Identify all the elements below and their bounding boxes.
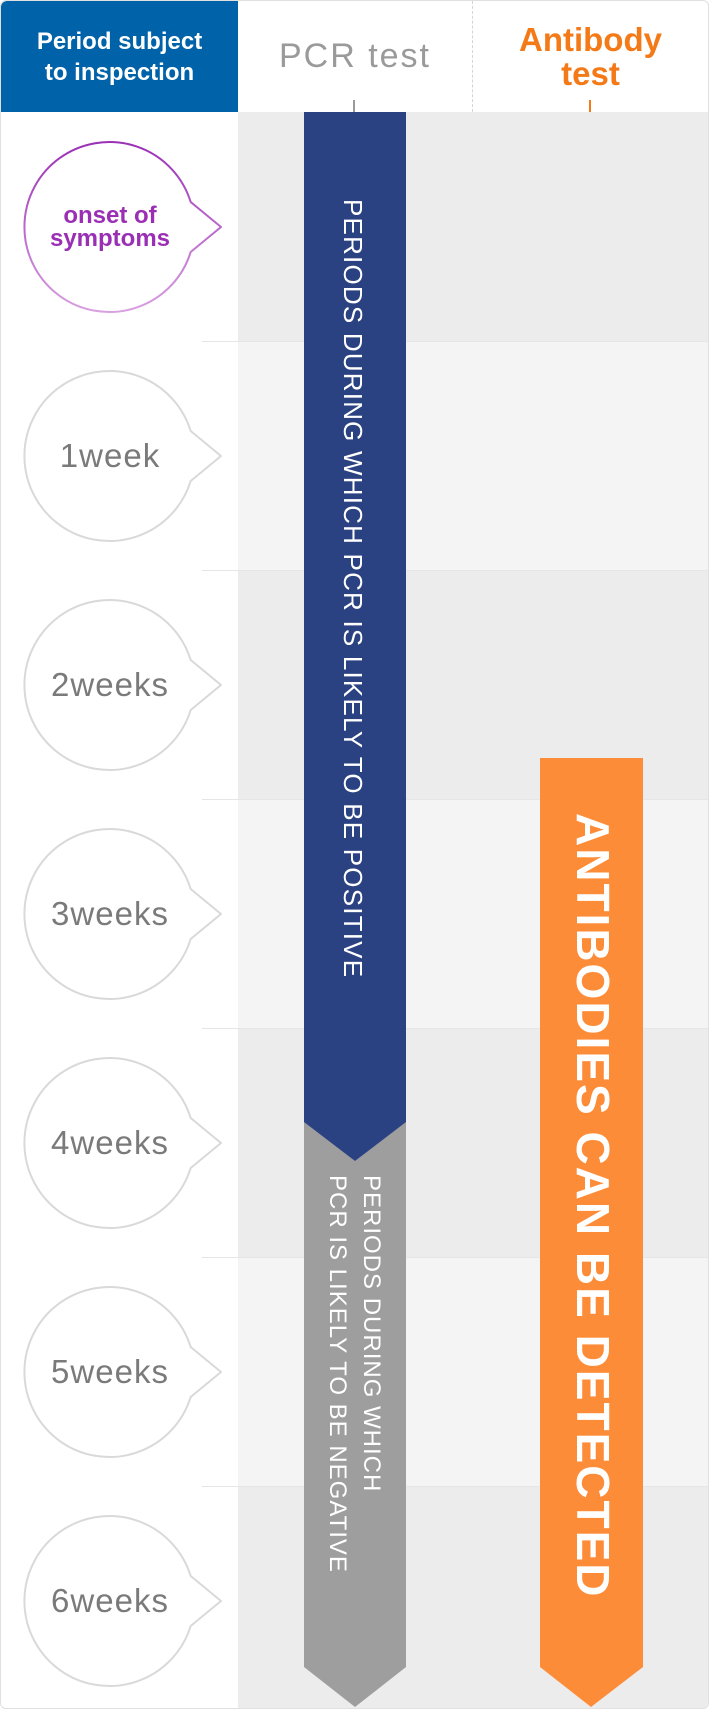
header-period-label: Period subject to inspection: [36, 27, 203, 86]
period-bubble-6weeks: 6weeks: [23, 1515, 222, 1687]
period-bubble-1week: 1week: [23, 370, 222, 542]
period-bubble-onset: onset of symptoms: [23, 141, 222, 313]
speech-bubble-icon: [23, 1057, 222, 1229]
period-label: 3weeks: [51, 895, 169, 932]
speech-bubble-icon: [23, 141, 222, 313]
period-bubble-2weeks: 2weeks: [23, 599, 222, 771]
pcr-negative-bar: [304, 1120, 406, 1707]
pcr-negative-label-line2: PCR IS LIKELY TO BE NEGATIVE: [324, 1175, 351, 1573]
speech-bubble-icon: [23, 828, 222, 1000]
header-period-subject: Period subject to inspection: [1, 1, 238, 112]
row-divider: [202, 341, 708, 342]
speech-bubble-icon: [23, 599, 222, 771]
speech-bubble-icon: [23, 1515, 222, 1687]
row-divider: [202, 570, 708, 571]
row-divider: [202, 1257, 708, 1258]
row-divider: [202, 1028, 708, 1029]
period-label: 5weeks: [51, 1353, 169, 1390]
period-bubble-5weeks: 5weeks: [23, 1286, 222, 1458]
period-bubble-3weeks: 3weeks: [23, 828, 222, 1000]
pcr-tick-mark: [353, 100, 355, 112]
pcr-positive-label: PERIODS DURING WHICH PCR IS LIKELY TO BE…: [338, 199, 368, 979]
header-pcr-test: PCR test: [238, 1, 473, 112]
header-antibody-label: Antibody test: [519, 20, 662, 92]
period-bubble-4weeks: 4weeks: [23, 1057, 222, 1229]
period-label: 2weeks: [51, 666, 169, 703]
row-divider: [202, 799, 708, 800]
antibody-bar: [540, 758, 643, 1707]
speech-bubble-icon: [23, 370, 222, 542]
period-label: 4weeks: [51, 1124, 169, 1161]
speech-bubble-icon: [23, 1286, 222, 1458]
header-antibody-test: Antibody test: [473, 1, 708, 112]
pcr-negative-label-line1: PERIODS DURING WHICH: [358, 1175, 385, 1493]
antibody-tick-mark: [589, 100, 591, 112]
antibody-label: ANTIBODIES CAN BE DETECTED: [567, 813, 619, 1599]
header-pcr-label: PCR test: [278, 37, 432, 75]
period-label: onset of symptoms: [49, 202, 171, 252]
period-label: 6weeks: [51, 1582, 169, 1619]
row-divider: [202, 1486, 708, 1487]
period-label: 1week: [59, 437, 161, 474]
pcr-positive-bar: [304, 112, 406, 1161]
